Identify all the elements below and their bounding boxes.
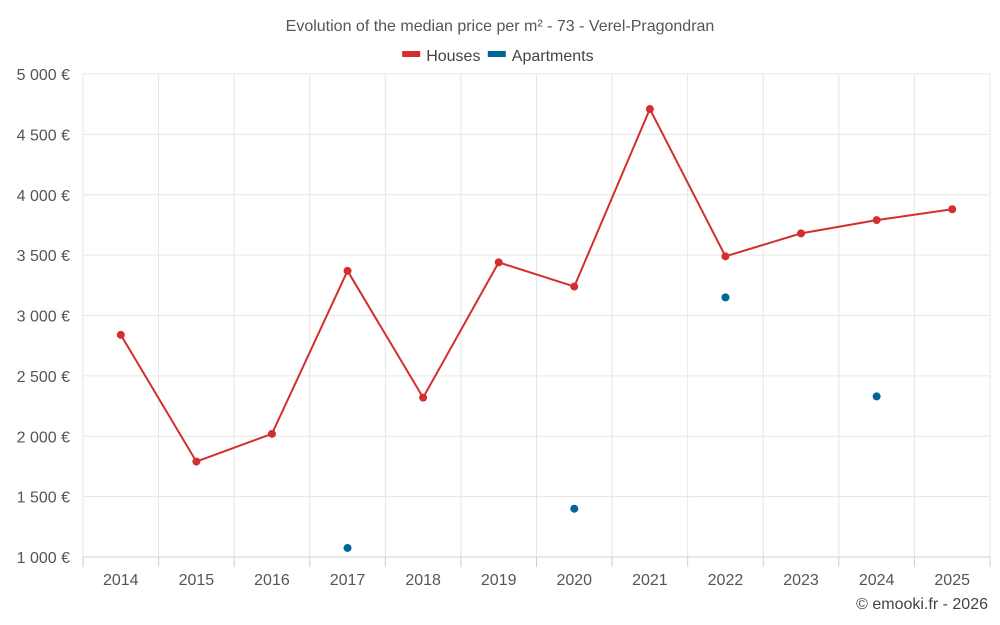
y-tick-label: 5 000 €: [17, 67, 70, 84]
x-tick-label: 2024: [859, 572, 895, 589]
data-point-houses[interactable]: [797, 229, 806, 238]
data-point-houses[interactable]: [192, 457, 201, 466]
chart-title: Evolution of the median price per m² - 7…: [286, 18, 715, 35]
y-tick-label: 3 500 €: [17, 248, 70, 265]
legend-item-houses[interactable]: Houses: [402, 48, 480, 65]
data-point-houses[interactable]: [267, 429, 276, 438]
x-tick-label: 2020: [556, 572, 592, 589]
y-tick-label: 2 500 €: [17, 369, 70, 386]
data-point-houses[interactable]: [116, 330, 125, 339]
legend[interactable]: Houses Apartments: [402, 48, 594, 65]
axes: 1 000 € 1 500 € 2 000 € 2 500 € 3 000 € 3 500…: [17, 67, 991, 589]
x-tick-label: 2022: [708, 572, 744, 589]
x-tick-label: 2014: [103, 572, 139, 589]
x-tick-label: 2019: [481, 572, 517, 589]
x-tick-label: 2017: [330, 572, 366, 589]
x-tick-label: 2021: [632, 572, 668, 589]
data-point-apartments[interactable]: [343, 543, 352, 552]
data-point-houses[interactable]: [343, 266, 352, 275]
legend-label-houses: Houses: [426, 48, 480, 65]
legend-item-apartments[interactable]: Apartments: [487, 48, 594, 65]
series: [116, 105, 957, 552]
y-tick-label: 1 000 €: [17, 550, 70, 567]
y-tick-label: 4 500 €: [17, 127, 70, 144]
grid: [82, 73, 991, 557]
data-point-houses[interactable]: [948, 205, 957, 214]
x-tick-label: 2015: [179, 572, 215, 589]
y-tick-label: 1 500 €: [17, 490, 70, 507]
x-tick-label: 2018: [405, 572, 441, 589]
data-point-apartments[interactable]: [721, 293, 730, 302]
series-line-houses: [119, 108, 953, 463]
x-tick-label: 2016: [254, 572, 290, 589]
data-point-apartments[interactable]: [872, 392, 881, 401]
legend-swatch-apartments: [487, 51, 506, 57]
data-point-houses[interactable]: [645, 105, 654, 114]
credit-text: © emooki.fr - 2026: [856, 596, 988, 613]
data-point-houses[interactable]: [721, 252, 730, 261]
y-tick-label: 4 000 €: [17, 188, 70, 205]
legend-label-apartments: Apartments: [512, 48, 594, 65]
data-point-houses[interactable]: [570, 282, 579, 291]
y-tick-label: 3 000 €: [17, 309, 70, 326]
y-tick-label: 2 000 €: [17, 429, 70, 446]
data-point-houses[interactable]: [494, 258, 503, 267]
data-point-apartments[interactable]: [570, 504, 579, 513]
x-tick-label: 2025: [934, 572, 970, 589]
x-tick-label: 2023: [783, 572, 819, 589]
legend-swatch-houses: [402, 51, 421, 57]
data-point-houses[interactable]: [419, 393, 428, 402]
data-point-houses[interactable]: [872, 216, 881, 225]
